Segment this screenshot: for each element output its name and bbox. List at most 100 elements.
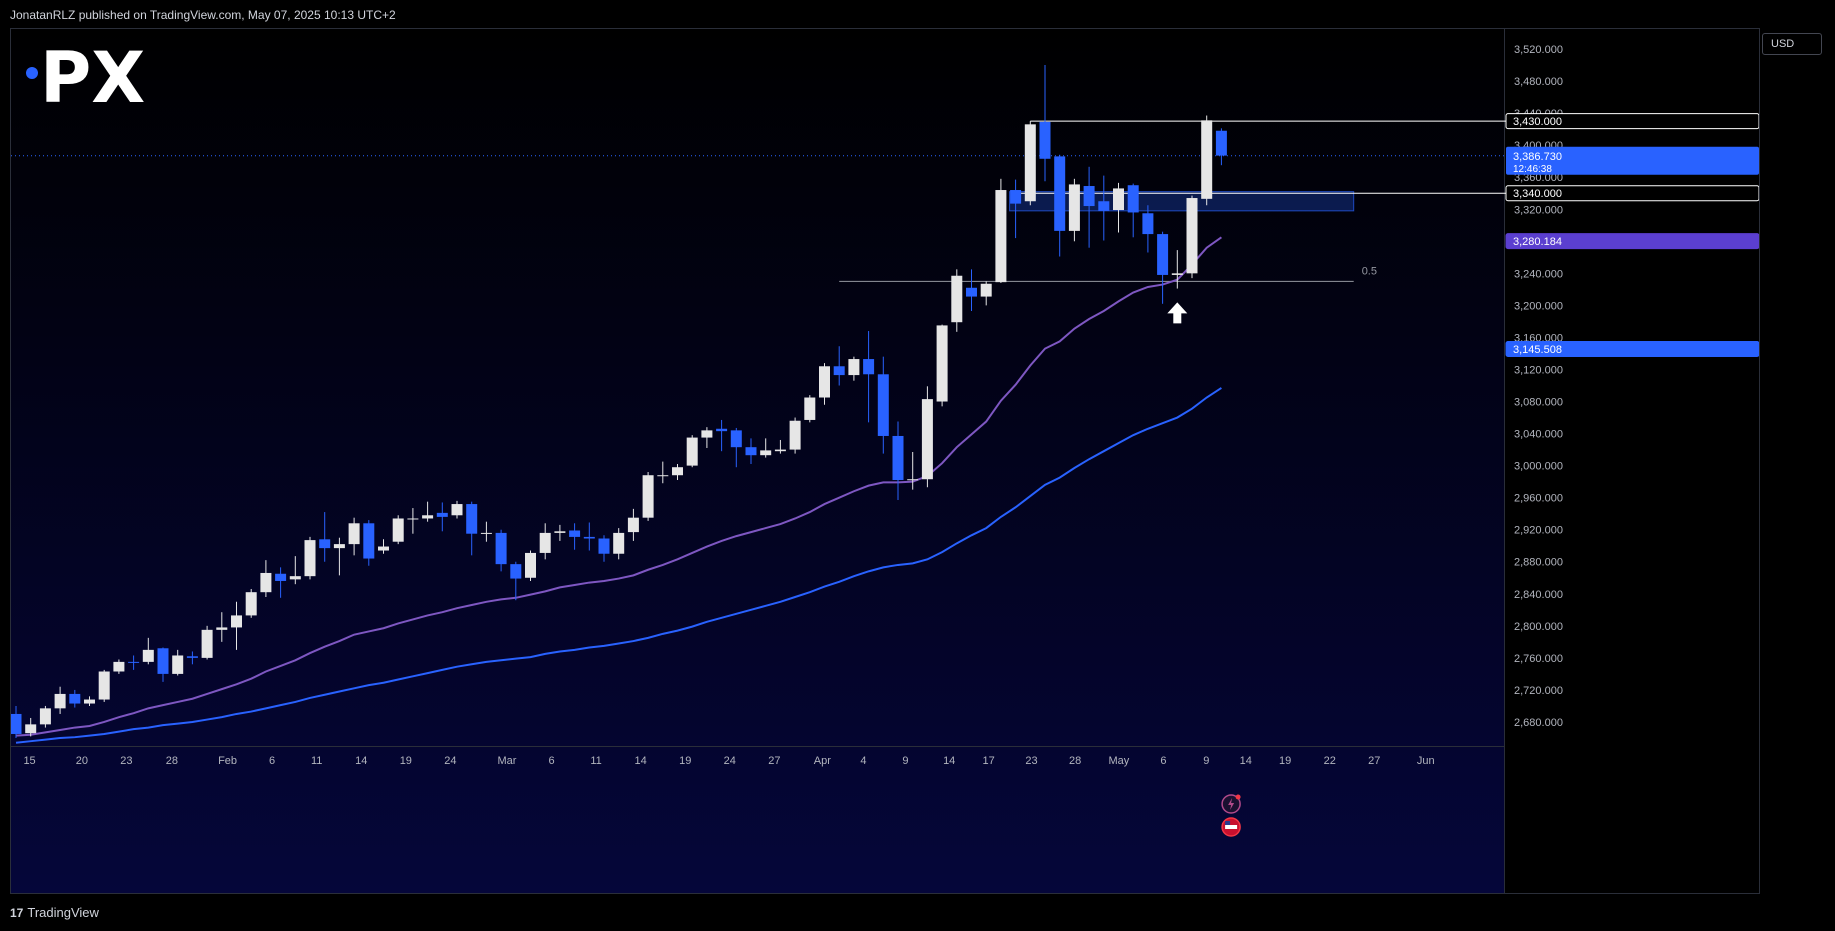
candle-body (466, 504, 478, 534)
logo-dot (26, 67, 38, 79)
candle-body (1098, 201, 1110, 211)
candle-body (627, 517, 639, 533)
candle-body (804, 397, 816, 420)
x-tick-label: 15 (23, 755, 35, 767)
y-tick-label: 3,000.000 (1514, 461, 1563, 473)
price-chart[interactable]: 0.5 2,680.000 2,720.000 2,760.000 2,800.000 2… (11, 29, 1760, 894)
x-tick-label: 9 (1203, 755, 1209, 767)
candle-body (745, 447, 757, 456)
candle-body (833, 366, 845, 376)
candle-body (980, 283, 992, 297)
tradingview-label: TradingView (27, 905, 99, 920)
candle-body (951, 275, 963, 323)
candle-body (319, 539, 331, 549)
y-tick-label: 2,800.000 (1514, 621, 1563, 633)
logo-text: PX (40, 38, 145, 108)
candle-body (539, 532, 551, 553)
countdown-label: 12:46:38 (1513, 164, 1552, 175)
y-tick-label: 3,520.000 (1514, 44, 1563, 56)
tradingview-brand[interactable]: 17 TradingView (10, 905, 99, 920)
candle-body (642, 475, 654, 518)
y-tick-label: 3,480.000 (1514, 76, 1563, 88)
y-tick-label: 3,240.000 (1514, 268, 1563, 280)
candle-body (554, 531, 566, 533)
ema-fast-badge-label: 3,280.184 (1513, 236, 1562, 248)
x-tick-label: 11 (590, 755, 601, 767)
x-tick-label: 20 (76, 755, 88, 767)
candle-body (480, 532, 492, 534)
chart-area[interactable]: 0.5 2,680.000 2,720.000 2,760.000 2,800.000 2… (10, 28, 1760, 894)
candle-body (921, 399, 933, 480)
ema-fast-line (15, 236, 1222, 737)
candle-body (1113, 188, 1124, 211)
last-price-badge-bg (1506, 146, 1759, 175)
candle-body (525, 552, 536, 578)
x-tick-label: 14 (635, 755, 647, 767)
candle-body (378, 546, 389, 551)
candle-body (333, 544, 345, 549)
candle-body (789, 420, 801, 450)
x-tick-label: 28 (1069, 755, 1081, 767)
ema-slow-badge-label: 3,145.508 (1513, 344, 1562, 356)
candle-body (25, 724, 37, 734)
ema-slow-line (15, 387, 1222, 744)
candle-body (1171, 273, 1183, 275)
publish-info: JonatanRLZ published on TradingView.com,… (10, 8, 396, 22)
x-tick-label: 28 (166, 755, 178, 767)
candle-body (1186, 198, 1198, 274)
candle-body (142, 649, 154, 662)
candle-body (672, 467, 683, 476)
x-tick-label: 17 (982, 755, 994, 767)
fib-level-label: 0.5 (1362, 265, 1377, 277)
candle-body (892, 435, 904, 481)
candle-body (848, 359, 860, 376)
candle-body (613, 532, 625, 554)
x-tick-label: Mar (497, 755, 516, 767)
currency-button[interactable]: USD (1762, 33, 1822, 55)
candle-body (1142, 213, 1154, 235)
candle-body (245, 592, 257, 616)
candle-body (231, 615, 242, 628)
candle-body (716, 428, 728, 432)
x-tick-label: 6 (269, 755, 275, 767)
candle-body (451, 504, 463, 516)
x-tick-label: 9 (902, 755, 908, 767)
y-tick-label: 3,360.000 (1514, 172, 1563, 184)
candle-body (1039, 121, 1051, 159)
candle-body (774, 449, 786, 452)
event-dot (1235, 794, 1241, 800)
candles-group (11, 65, 1227, 738)
candle-body (54, 693, 66, 709)
candle-body (128, 661, 140, 663)
up-arrow-icon (1167, 302, 1188, 324)
candle-body (260, 572, 272, 593)
candle-body (510, 564, 522, 579)
candle-body (363, 523, 375, 559)
candle-body (966, 287, 977, 297)
candle-body (1068, 184, 1080, 231)
candle-body (422, 515, 434, 519)
candle-body (436, 512, 448, 517)
tradingview-mark-icon: 17 (10, 905, 24, 920)
y-tick-label: 2,840.000 (1514, 589, 1563, 601)
x-tick-label: 27 (1368, 755, 1380, 767)
candle-body (863, 359, 875, 375)
x-tick-label: 14 (1240, 755, 1252, 767)
y-tick-label: 2,920.000 (1514, 525, 1563, 537)
plot-background (11, 29, 1504, 893)
candle-body (1083, 186, 1095, 207)
candle-body (936, 325, 948, 402)
y-tick-label: 3,200.000 (1514, 300, 1563, 312)
candle-body (98, 671, 110, 700)
candle-body (760, 450, 772, 456)
ema-fast-badge-bg (1505, 233, 1759, 250)
candle-body (216, 627, 228, 630)
x-tick-label: 11 (311, 755, 322, 767)
x-tick-label: May (1109, 755, 1130, 767)
candle-body (275, 573, 287, 581)
x-tick-label: Jun (1417, 755, 1435, 767)
publish-header: JonatanRLZ published on TradingView.com,… (0, 0, 1835, 28)
x-tick-label: 14 (943, 755, 955, 767)
x-tick-label: 19 (400, 755, 412, 767)
candle-body (1157, 234, 1169, 275)
